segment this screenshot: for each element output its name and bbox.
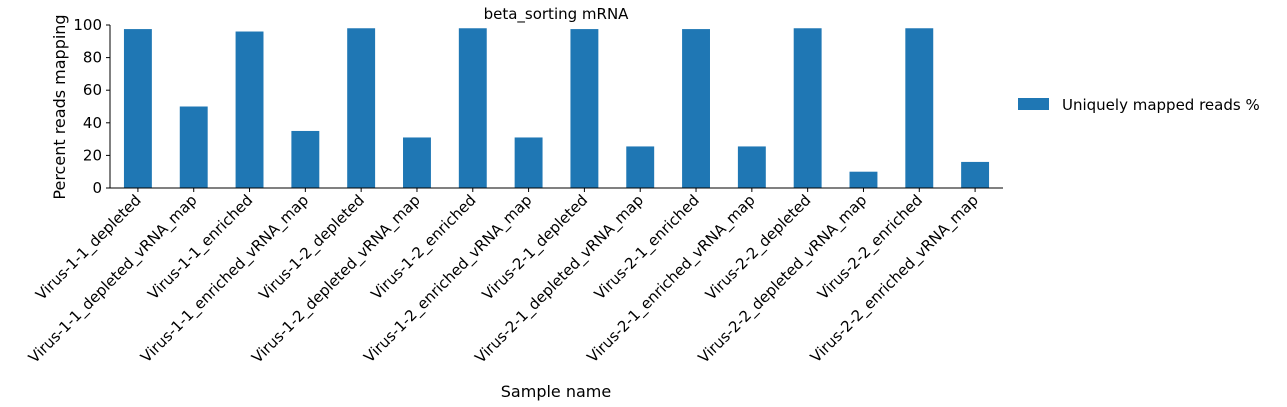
- y-tick-label: 40: [83, 114, 102, 132]
- bar-16: [961, 161, 990, 188]
- y-tick-label: 60: [83, 81, 102, 99]
- x-tick-label: Virus-2-2_depleted: [702, 191, 815, 304]
- bar-3: [235, 31, 264, 188]
- bar-9: [570, 29, 599, 188]
- y-tick-label: 0: [92, 179, 102, 197]
- bar-13: [793, 28, 822, 189]
- x-tick-label: Virus-2-1_depleted: [479, 191, 592, 304]
- bar-10: [626, 146, 655, 188]
- x-tick-label: Virus-2-2_enriched: [814, 191, 927, 304]
- bar-15: [905, 28, 934, 189]
- bars-group: [123, 28, 990, 189]
- x-tick-label: Virus-1-1_depleted: [32, 191, 145, 304]
- y-tick-label: 100: [73, 16, 102, 34]
- chart-title: beta_sorting mRNA: [484, 5, 630, 24]
- x-axis-label: Sample name: [501, 382, 611, 401]
- legend: Uniquely mapped reads %: [1018, 96, 1260, 114]
- legend-label: Uniquely mapped reads %: [1062, 96, 1260, 114]
- bar-2: [179, 106, 208, 188]
- bar-6: [403, 137, 431, 188]
- bar-12: [737, 146, 766, 188]
- bar-11: [682, 29, 710, 188]
- y-axis-label: Percent reads mapping: [50, 14, 69, 199]
- bar-5: [347, 28, 376, 189]
- bar-4: [291, 130, 320, 188]
- x-tick-label: Virus-1-2_depleted: [255, 191, 368, 304]
- y-axis: 0 20 40 60 80 100: [73, 16, 111, 197]
- y-tick-label: 80: [83, 49, 102, 67]
- bar-14: [849, 171, 878, 188]
- bar-1: [123, 29, 152, 188]
- x-tick-label: Virus-1-2_enriched: [367, 191, 480, 304]
- y-tick-label: 20: [83, 146, 102, 164]
- bar-7: [458, 28, 487, 189]
- x-tick-label: Virus-2-1_enriched: [591, 191, 704, 304]
- bar-8: [514, 137, 543, 188]
- x-tick-label: Virus-1-1_enriched: [144, 191, 257, 304]
- x-axis: Virus-1-1_depletedVirus-1-1_depleted_vRN…: [25, 187, 1003, 367]
- legend-swatch: [1018, 98, 1049, 110]
